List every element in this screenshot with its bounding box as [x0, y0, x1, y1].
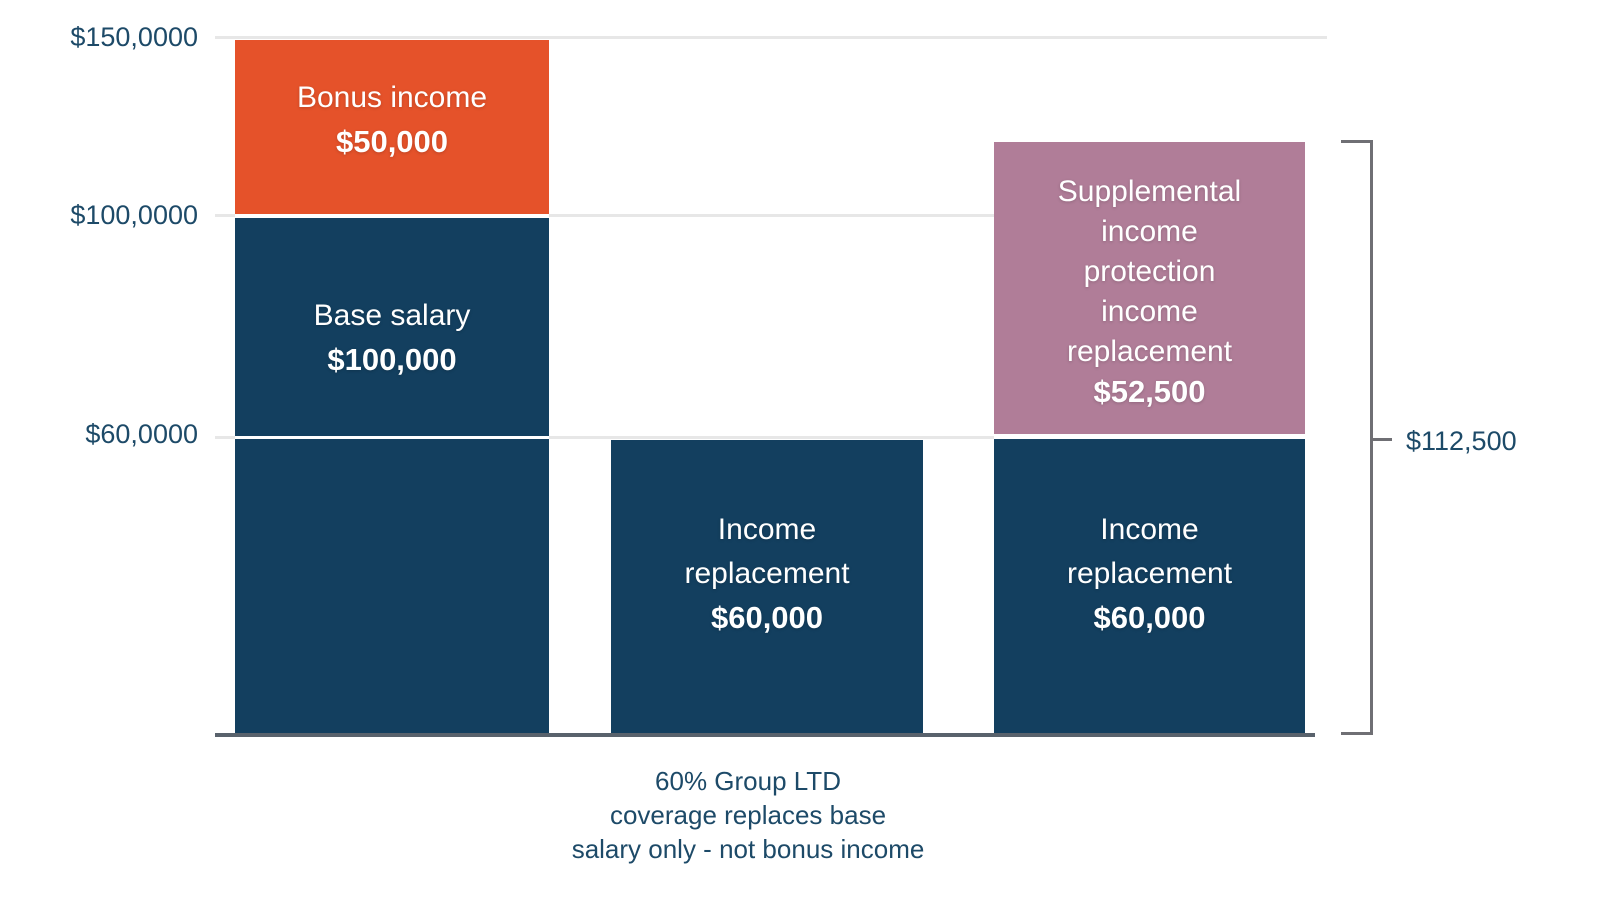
bar2-income-replacement-segment: [611, 440, 923, 733]
segment-label-line: Income: [1100, 513, 1199, 546]
bar1-base-salary-label: Base salary $100,000: [235, 294, 549, 382]
x-axis-line: [215, 733, 1315, 737]
segment-label-line: income: [1101, 215, 1198, 248]
segment-amount: $60,000: [710, 600, 824, 635]
segment-label-line: replacement: [1066, 335, 1233, 368]
total-bracket-top: [1341, 140, 1373, 143]
y-axis-tick-60000: $60,0000: [85, 419, 198, 449]
chart-caption: 60% Group LTD coverage replaces base sal…: [553, 764, 943, 866]
bar3-income-replacement-label: Income replacement $60,000: [994, 508, 1305, 640]
segment-amount: $50,000: [335, 124, 449, 159]
y-axis-tick-150000: $150,0000: [70, 22, 198, 52]
gridline-60000: [215, 436, 994, 439]
segment-label-line: Income: [717, 513, 817, 546]
segment-label: Base salary: [313, 299, 471, 332]
total-bracket-label: $112,500: [1406, 426, 1517, 456]
segment-label: Bonus income: [296, 81, 488, 114]
bar1-base-salary-segment: [235, 218, 549, 733]
total-bracket-tick: [1373, 438, 1392, 441]
bar3-income-replacement-segment: [994, 439, 1305, 733]
caption-line: coverage replaces base: [609, 800, 887, 830]
total-bracket-vertical: [1370, 140, 1373, 735]
segment-amount: $52,500: [1093, 374, 1206, 409]
bar3-segment-divider: [994, 434, 1305, 439]
bar1-bonus-income-segment: [235, 40, 549, 214]
bar1-segment-divider: [235, 214, 549, 218]
bar3-supplemental-label: Supplemental income protection income re…: [994, 172, 1305, 412]
bar2-income-replacement-label: Income replacement $60,000: [611, 508, 923, 640]
caption-line: 60% Group LTD: [655, 766, 841, 796]
segment-label-line: replacement: [1066, 557, 1233, 590]
bar1-bonus-income-label: Bonus income $50,000: [235, 76, 549, 164]
segment-label-line: income: [1101, 295, 1198, 328]
segment-label-line: protection: [1083, 255, 1216, 288]
y-axis-tick-100000: $100,0000: [70, 200, 198, 230]
gridline-100000: [215, 214, 994, 217]
caption-line: salary only - not bonus income: [571, 834, 925, 864]
total-bracket-bottom: [1341, 732, 1373, 735]
bar3-supplemental-segment: [994, 142, 1305, 434]
gridline-150000: [215, 36, 1327, 39]
bar1-60000-marker-line: [235, 436, 549, 439]
segment-amount: $60,000: [1093, 600, 1206, 635]
segment-label-line: replacement: [684, 557, 850, 590]
segment-label-line: Supplemental: [1057, 175, 1242, 208]
segment-amount: $100,000: [327, 342, 457, 377]
